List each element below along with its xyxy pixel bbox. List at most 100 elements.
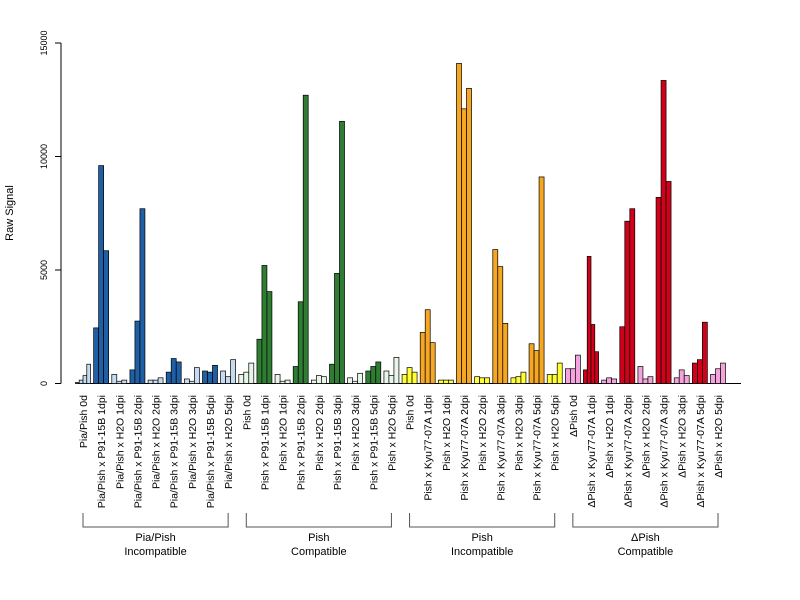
bar xyxy=(170,358,177,384)
y-axis-label: Raw Signal xyxy=(4,185,16,241)
bar xyxy=(466,88,472,384)
bar xyxy=(375,361,382,384)
bar xyxy=(619,326,626,384)
category-label: ΔPish x Kyu77-07A 2dpi xyxy=(622,395,634,508)
category-label: Pish x P91-15B 5dpi xyxy=(368,395,380,490)
bar xyxy=(256,338,263,384)
bar xyxy=(710,374,716,384)
bar xyxy=(238,374,245,384)
category-label: Pish x H2O 1dpi xyxy=(441,395,453,471)
bar xyxy=(86,363,91,384)
bar xyxy=(655,197,662,384)
bar xyxy=(497,266,504,384)
category-label: Pish x Kyu77-07A 2dpi xyxy=(459,395,471,501)
bar xyxy=(642,378,649,384)
category-label: Pia/Pish x P91-15B 2dpi xyxy=(132,395,144,508)
bar xyxy=(583,369,588,384)
bar xyxy=(93,327,99,384)
bar xyxy=(321,376,327,384)
group-name: Pia/Pish xyxy=(135,532,175,544)
bar xyxy=(266,291,273,384)
category-label: Pia/Pish x H2O 2dpi xyxy=(151,395,163,489)
bar xyxy=(139,208,146,384)
bar xyxy=(411,371,418,384)
y-tick-label: 15000 xyxy=(39,30,49,55)
bar xyxy=(533,350,540,384)
bar xyxy=(624,220,631,384)
bar xyxy=(129,369,136,384)
bar xyxy=(429,342,436,384)
bar xyxy=(165,371,172,384)
bar xyxy=(586,256,592,384)
category-label: Pish x H2O 2dpi xyxy=(477,395,489,471)
group-bracket xyxy=(572,513,719,528)
bar xyxy=(715,368,721,384)
bar xyxy=(401,374,408,384)
bar xyxy=(479,377,485,384)
bar xyxy=(594,351,599,384)
bar xyxy=(546,374,553,384)
bar xyxy=(629,208,636,384)
bar xyxy=(484,377,490,384)
bar xyxy=(121,379,128,384)
bar xyxy=(111,374,118,384)
category-label: Pia/Pish x H2O 5dpi xyxy=(223,395,235,489)
y-axis: 0 5000 10000 15000 xyxy=(39,30,62,386)
bar xyxy=(316,375,322,384)
group-name: ΔPish xyxy=(631,532,660,544)
category-label: Pia/Pish 0d xyxy=(78,395,90,448)
bar xyxy=(673,377,680,384)
category-label: ΔPish 0d xyxy=(568,395,580,437)
bar xyxy=(75,382,80,384)
bar xyxy=(406,367,413,384)
bar xyxy=(98,165,104,384)
category-label: ΔPish x H2O 3dpi xyxy=(677,395,689,478)
category-label: ΔPish x H2O 5dpi xyxy=(713,395,725,478)
bar xyxy=(492,249,499,384)
category-label: Pish x H2O 3dpi xyxy=(513,395,525,471)
category-label: ΔPish x Kyu77-07A 5dpi xyxy=(695,395,707,508)
category-label: Pia/Pish x H2O 3dpi xyxy=(187,395,199,489)
bar xyxy=(570,368,576,384)
bar xyxy=(225,376,231,384)
category-label: Pish x P91-15B 1dpi xyxy=(259,395,271,490)
category-label: Pia/Pish x P91-15B 5dpi xyxy=(205,395,217,508)
bar xyxy=(590,324,596,384)
bar xyxy=(502,323,509,384)
bar xyxy=(274,374,281,384)
bar xyxy=(510,377,517,384)
bar xyxy=(152,379,159,384)
category-label: Pish x Kyu77-07A 1dpi xyxy=(423,395,435,501)
bar xyxy=(302,94,309,384)
bar xyxy=(116,380,123,384)
bar xyxy=(438,379,444,384)
bar xyxy=(207,371,213,384)
bar xyxy=(370,366,377,384)
category-label: Pish x P91-15B 3dpi xyxy=(332,395,344,490)
category-label: Pish x H2O 5dpi xyxy=(386,395,398,471)
bar xyxy=(424,309,431,384)
bar xyxy=(456,63,462,384)
bar xyxy=(565,368,571,384)
group-name: Pish xyxy=(471,532,492,544)
bar xyxy=(334,273,340,384)
bar xyxy=(383,370,390,384)
group-bracket xyxy=(82,513,229,528)
bar xyxy=(678,369,685,384)
group-bracket xyxy=(245,513,392,528)
bar xyxy=(147,379,154,384)
bar xyxy=(556,362,563,384)
bar xyxy=(393,357,400,384)
bar xyxy=(175,361,182,384)
bar xyxy=(601,379,607,384)
bar xyxy=(538,176,545,384)
y-tick-label: 5000 xyxy=(39,260,49,280)
bar xyxy=(683,375,690,384)
bar xyxy=(606,377,612,384)
bar xyxy=(194,367,200,384)
group-subtitle: Incompatible xyxy=(451,546,513,558)
bar xyxy=(419,332,426,384)
category-labels: Pia/Pish 0d Pia/Pish x P91-15B 1dpi Pia/Pi… xyxy=(78,395,725,508)
bar xyxy=(357,372,363,384)
